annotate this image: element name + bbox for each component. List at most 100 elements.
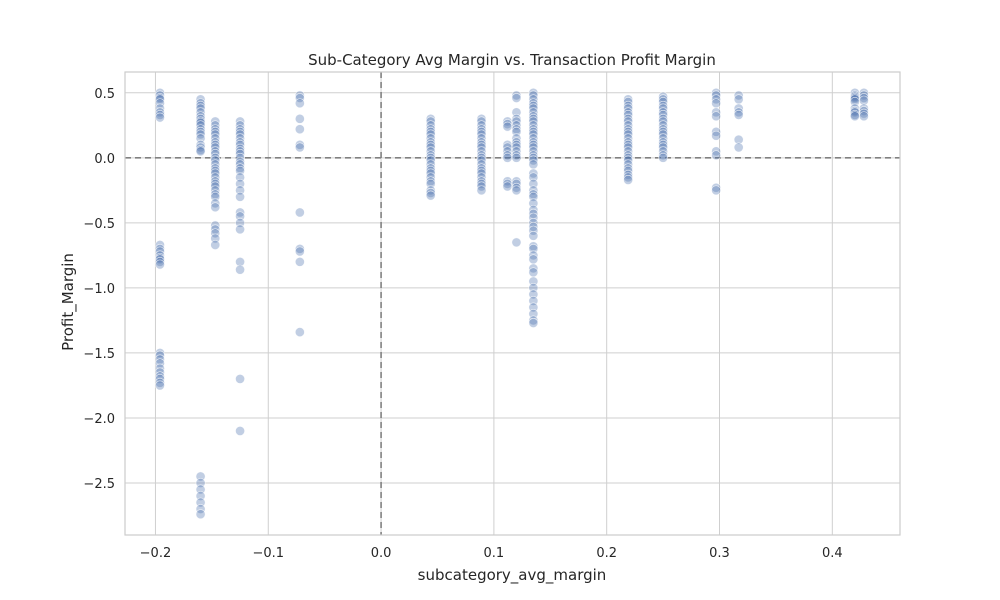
scatter-point <box>155 107 165 118</box>
scatter-point <box>733 107 744 118</box>
scatter-point <box>425 155 436 166</box>
x-tick-label: 0.0 <box>371 546 392 561</box>
x-tick-label: 0.3 <box>709 546 730 561</box>
scatter-point <box>476 116 487 127</box>
scatter-point <box>210 202 221 213</box>
scatter-point <box>711 111 722 122</box>
scatter-point <box>528 103 539 114</box>
scatter-point <box>210 220 221 231</box>
scatter-point <box>195 129 206 140</box>
scatter-point <box>235 149 245 159</box>
scatter-point <box>235 256 245 267</box>
scatter-point <box>859 108 869 119</box>
scatter-point <box>528 225 539 236</box>
scatter-point <box>849 111 860 122</box>
scatter-point <box>733 94 744 105</box>
scatter-point <box>623 172 634 183</box>
scatter-point <box>155 377 165 388</box>
scatter-point <box>235 129 245 140</box>
scatter-point <box>155 380 165 391</box>
scatter-point <box>711 185 722 196</box>
scatter-point <box>528 230 539 241</box>
y-tick-label: −0.5 <box>83 217 115 232</box>
y-axis-label: Profit_Margin <box>59 253 78 351</box>
scatter-point <box>195 509 206 520</box>
scatter-point <box>294 113 305 124</box>
x-tick-labels: −0.2 −0.1 0.0 0.1 0.2 0.3 0.4 <box>140 546 843 561</box>
scatter-point <box>711 98 722 109</box>
scatter-point <box>511 142 522 153</box>
scatter-point <box>658 142 669 153</box>
scatter-point <box>476 185 487 196</box>
scatter-point <box>195 103 206 114</box>
scatter-point <box>425 129 436 140</box>
scatter-point <box>623 116 634 127</box>
x-tick-label: −0.2 <box>140 546 172 561</box>
scatter-point <box>294 207 305 218</box>
scatter-point <box>195 504 206 514</box>
scatter-point <box>711 94 722 105</box>
scatter-point <box>210 240 221 250</box>
scatter-point <box>476 168 487 179</box>
scatter-point <box>623 169 634 180</box>
x-axis-label: subcategory_avg_margin <box>418 566 607 585</box>
scatter-point <box>155 254 165 265</box>
scatter-point <box>528 90 539 101</box>
reference-lines <box>125 72 900 535</box>
scatter-point <box>511 237 522 248</box>
scatter-point <box>502 121 513 132</box>
scatter-point <box>711 182 722 193</box>
scatter-point <box>511 90 522 101</box>
scatter-point <box>511 116 522 127</box>
scatter-point <box>711 107 722 118</box>
scatter-point <box>711 150 722 161</box>
scatter-point <box>425 188 436 198</box>
scatter-point <box>210 228 221 239</box>
scatter-point <box>155 259 165 270</box>
scatter-point <box>859 95 869 106</box>
scatter-point <box>528 142 539 153</box>
scatter-point <box>294 327 305 338</box>
scatter-point <box>859 103 869 114</box>
scatter-point <box>528 318 539 328</box>
scatter-point <box>623 175 634 185</box>
scatter-point <box>425 116 436 127</box>
scatter-point <box>623 155 634 166</box>
scatter-point <box>210 129 221 140</box>
y-tick-label: −2.0 <box>83 412 115 427</box>
chart-title: Sub-Category Avg Margin vs. Transaction … <box>308 51 716 69</box>
x-tick-label: 0.1 <box>484 546 505 561</box>
scatter-point <box>528 263 539 274</box>
scatter-point <box>623 142 634 153</box>
scatter-point <box>511 150 522 161</box>
scatter-point <box>476 181 487 192</box>
scatter-point <box>235 207 245 218</box>
scatter-point <box>623 129 634 140</box>
scatter-point <box>528 254 539 265</box>
scatter-point <box>235 116 245 127</box>
scatter-point <box>425 142 436 153</box>
scatter-point <box>528 168 539 179</box>
scatter-point <box>733 90 744 101</box>
scatter-point <box>859 93 869 103</box>
scatter-point <box>294 98 305 109</box>
scatter-point <box>294 246 305 257</box>
scatter-point <box>294 93 305 103</box>
y-tick-label: −1.5 <box>83 347 115 362</box>
scatter-point <box>658 129 669 140</box>
y-tick-label: −2.5 <box>83 477 115 492</box>
x-tick-label: −0.1 <box>252 546 284 561</box>
scatter-point <box>155 110 165 120</box>
scatter-point <box>528 129 539 140</box>
scatter-point <box>658 150 669 161</box>
scatter-point <box>155 90 165 101</box>
scatter-point <box>733 134 744 145</box>
scatter-point <box>528 250 539 261</box>
scatter-point <box>528 155 539 166</box>
scatter-point <box>210 168 221 179</box>
scatter-point <box>711 90 722 101</box>
scatter-point <box>528 204 539 215</box>
scatter-point <box>476 155 487 166</box>
scatter-point <box>733 142 744 153</box>
